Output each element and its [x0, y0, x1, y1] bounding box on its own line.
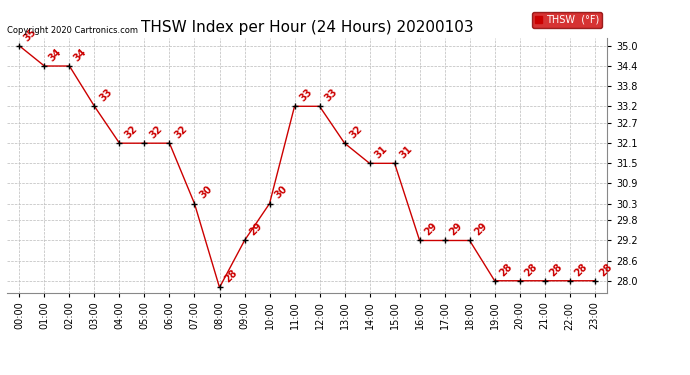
Text: 29: 29 — [473, 221, 489, 238]
Text: 28: 28 — [598, 261, 614, 278]
Text: 28: 28 — [522, 261, 539, 278]
Text: 34: 34 — [47, 46, 63, 63]
Text: 28: 28 — [222, 268, 239, 285]
Text: 29: 29 — [422, 221, 439, 238]
Text: Copyright 2020 Cartronics.com: Copyright 2020 Cartronics.com — [7, 26, 138, 35]
Legend: THSW  (°F): THSW (°F) — [531, 12, 602, 28]
Title: THSW Index per Hour (24 Hours) 20200103: THSW Index per Hour (24 Hours) 20200103 — [141, 20, 473, 35]
Text: 28: 28 — [497, 261, 514, 278]
Text: 32: 32 — [172, 124, 189, 140]
Text: 33: 33 — [297, 87, 314, 104]
Text: 29: 29 — [447, 221, 464, 238]
Text: 35: 35 — [22, 27, 39, 43]
Text: 28: 28 — [573, 261, 589, 278]
Text: 29: 29 — [247, 221, 264, 238]
Text: 28: 28 — [547, 261, 564, 278]
Text: 32: 32 — [147, 124, 164, 140]
Text: 33: 33 — [322, 87, 339, 104]
Text: 30: 30 — [197, 184, 214, 201]
Text: 30: 30 — [273, 184, 289, 201]
Text: 32: 32 — [122, 124, 139, 140]
Text: 31: 31 — [397, 144, 414, 160]
Text: 33: 33 — [97, 87, 114, 104]
Text: 32: 32 — [347, 124, 364, 140]
Text: 31: 31 — [373, 144, 389, 160]
Text: 34: 34 — [72, 46, 89, 63]
